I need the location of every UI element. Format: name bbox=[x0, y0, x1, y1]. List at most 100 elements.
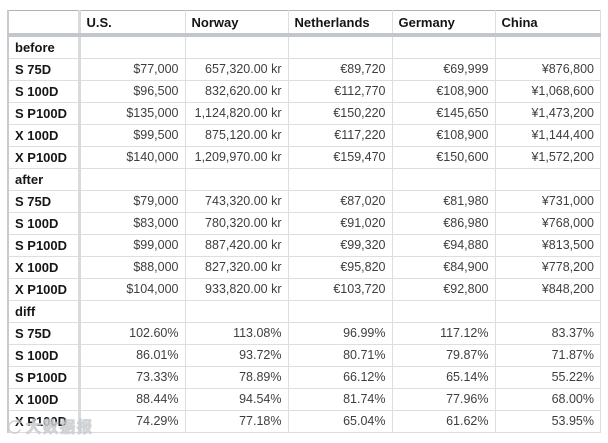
value-cell[interactable]: 65.14% bbox=[392, 366, 496, 389]
column-header-germany[interactable]: Germany bbox=[392, 10, 496, 37]
value-cell[interactable]: 61.62% bbox=[392, 410, 496, 433]
column-header-china[interactable]: China bbox=[495, 10, 601, 37]
value-cell[interactable]: €81,980 bbox=[392, 190, 496, 213]
empty-cell[interactable] bbox=[185, 168, 289, 191]
value-cell[interactable]: €86,980 bbox=[392, 212, 496, 235]
value-cell[interactable]: 73.33% bbox=[79, 366, 186, 389]
value-cell[interactable]: 66.12% bbox=[288, 366, 393, 389]
empty-cell[interactable] bbox=[392, 35, 496, 59]
value-cell[interactable]: 74.29% bbox=[79, 410, 186, 433]
value-cell[interactable]: 81.74% bbox=[288, 388, 393, 411]
value-cell[interactable]: 875,120.00 kr bbox=[185, 124, 289, 147]
row-label-cell[interactable]: S 75D bbox=[8, 58, 81, 81]
value-cell[interactable]: 113.08% bbox=[185, 322, 289, 345]
row-label-cell[interactable]: X P100D bbox=[8, 278, 81, 301]
value-cell[interactable]: 53.95% bbox=[495, 410, 601, 433]
row-label-cell[interactable]: S 75D bbox=[8, 190, 81, 213]
value-cell[interactable]: 827,320.00 kr bbox=[185, 256, 289, 279]
value-cell[interactable]: $140,000 bbox=[79, 146, 186, 169]
empty-cell[interactable] bbox=[79, 168, 186, 191]
value-cell[interactable]: 93.72% bbox=[185, 344, 289, 367]
value-cell[interactable]: $77,000 bbox=[79, 58, 186, 81]
value-cell[interactable]: 71.87% bbox=[495, 344, 601, 367]
empty-cell[interactable] bbox=[392, 168, 496, 191]
value-cell[interactable]: ¥731,000 bbox=[495, 190, 601, 213]
value-cell[interactable]: $99,500 bbox=[79, 124, 186, 147]
value-cell[interactable]: 88.44% bbox=[79, 388, 186, 411]
empty-cell[interactable] bbox=[495, 300, 601, 323]
empty-cell[interactable] bbox=[495, 168, 601, 191]
empty-cell[interactable] bbox=[495, 35, 601, 59]
section-label-cell[interactable]: diff bbox=[8, 300, 81, 323]
row-label-cell[interactable]: X 100D bbox=[8, 388, 81, 411]
value-cell[interactable]: ¥768,000 bbox=[495, 212, 601, 235]
value-cell[interactable]: 743,320.00 kr bbox=[185, 190, 289, 213]
value-cell[interactable]: $99,000 bbox=[79, 234, 186, 257]
value-cell[interactable]: €94,880 bbox=[392, 234, 496, 257]
row-label-cell[interactable]: S P100D bbox=[8, 102, 81, 125]
value-cell[interactable]: 77.18% bbox=[185, 410, 289, 433]
empty-cell[interactable] bbox=[288, 168, 393, 191]
value-cell[interactable]: $79,000 bbox=[79, 190, 186, 213]
value-cell[interactable]: 77.96% bbox=[392, 388, 496, 411]
value-cell[interactable]: $104,000 bbox=[79, 278, 186, 301]
value-cell[interactable]: ¥1,068,600 bbox=[495, 80, 601, 103]
value-cell[interactable]: €91,020 bbox=[288, 212, 393, 235]
value-cell[interactable]: ¥778,200 bbox=[495, 256, 601, 279]
value-cell[interactable]: 832,620.00 kr bbox=[185, 80, 289, 103]
value-cell[interactable]: $135,000 bbox=[79, 102, 186, 125]
empty-cell[interactable] bbox=[288, 35, 393, 59]
row-label-cell[interactable]: S 100D bbox=[8, 80, 81, 103]
value-cell[interactable]: 94.54% bbox=[185, 388, 289, 411]
value-cell[interactable]: 86.01% bbox=[79, 344, 186, 367]
value-cell[interactable]: €112,770 bbox=[288, 80, 393, 103]
value-cell[interactable]: 102.60% bbox=[79, 322, 186, 345]
value-cell[interactable]: 80.71% bbox=[288, 344, 393, 367]
empty-cell[interactable] bbox=[79, 35, 186, 59]
value-cell[interactable]: 933,820.00 kr bbox=[185, 278, 289, 301]
value-cell[interactable]: €159,470 bbox=[288, 146, 393, 169]
value-cell[interactable]: 1,124,820.00 kr bbox=[185, 102, 289, 125]
value-cell[interactable]: 55.22% bbox=[495, 366, 601, 389]
row-label-cell[interactable]: X 100D bbox=[8, 124, 81, 147]
column-header-norway[interactable]: Norway bbox=[185, 10, 289, 37]
value-cell[interactable]: $96,500 bbox=[79, 80, 186, 103]
empty-cell[interactable] bbox=[392, 300, 496, 323]
value-cell[interactable]: €150,600 bbox=[392, 146, 496, 169]
value-cell[interactable]: 65.04% bbox=[288, 410, 393, 433]
value-cell[interactable]: €89,720 bbox=[288, 58, 393, 81]
row-label-cell[interactable]: S 75D bbox=[8, 322, 81, 345]
value-cell[interactable]: €117,220 bbox=[288, 124, 393, 147]
value-cell[interactable]: €150,220 bbox=[288, 102, 393, 125]
value-cell[interactable]: €103,720 bbox=[288, 278, 393, 301]
row-label-cell[interactable]: S P100D bbox=[8, 234, 81, 257]
value-cell[interactable]: ¥1,144,400 bbox=[495, 124, 601, 147]
value-cell[interactable]: 780,320.00 kr bbox=[185, 212, 289, 235]
value-cell[interactable]: 83.37% bbox=[495, 322, 601, 345]
row-label-cell[interactable]: X P100D bbox=[8, 146, 81, 169]
corner-cell[interactable] bbox=[8, 10, 81, 37]
row-label-cell[interactable]: X P100D bbox=[8, 410, 81, 433]
value-cell[interactable]: ¥848,200 bbox=[495, 278, 601, 301]
value-cell[interactable]: €108,900 bbox=[392, 124, 496, 147]
value-cell[interactable]: €87,020 bbox=[288, 190, 393, 213]
value-cell[interactable]: 68.00% bbox=[495, 388, 601, 411]
value-cell[interactable]: 1,209,970.00 kr bbox=[185, 146, 289, 169]
empty-cell[interactable] bbox=[185, 35, 289, 59]
value-cell[interactable]: €145,650 bbox=[392, 102, 496, 125]
column-header-netherlands[interactable]: Netherlands bbox=[288, 10, 393, 37]
empty-cell[interactable] bbox=[79, 300, 186, 323]
value-cell[interactable]: ¥1,572,200 bbox=[495, 146, 601, 169]
row-label-cell[interactable]: S 100D bbox=[8, 212, 81, 235]
row-label-cell[interactable]: S 100D bbox=[8, 344, 81, 367]
value-cell[interactable]: 96.99% bbox=[288, 322, 393, 345]
value-cell[interactable]: 79.87% bbox=[392, 344, 496, 367]
value-cell[interactable]: ¥1,473,200 bbox=[495, 102, 601, 125]
section-label-cell[interactable]: before bbox=[8, 35, 81, 59]
value-cell[interactable]: 887,420.00 kr bbox=[185, 234, 289, 257]
empty-cell[interactable] bbox=[185, 300, 289, 323]
value-cell[interactable]: ¥876,800 bbox=[495, 58, 601, 81]
value-cell[interactable]: €99,320 bbox=[288, 234, 393, 257]
value-cell[interactable]: 117.12% bbox=[392, 322, 496, 345]
value-cell[interactable]: €69,999 bbox=[392, 58, 496, 81]
